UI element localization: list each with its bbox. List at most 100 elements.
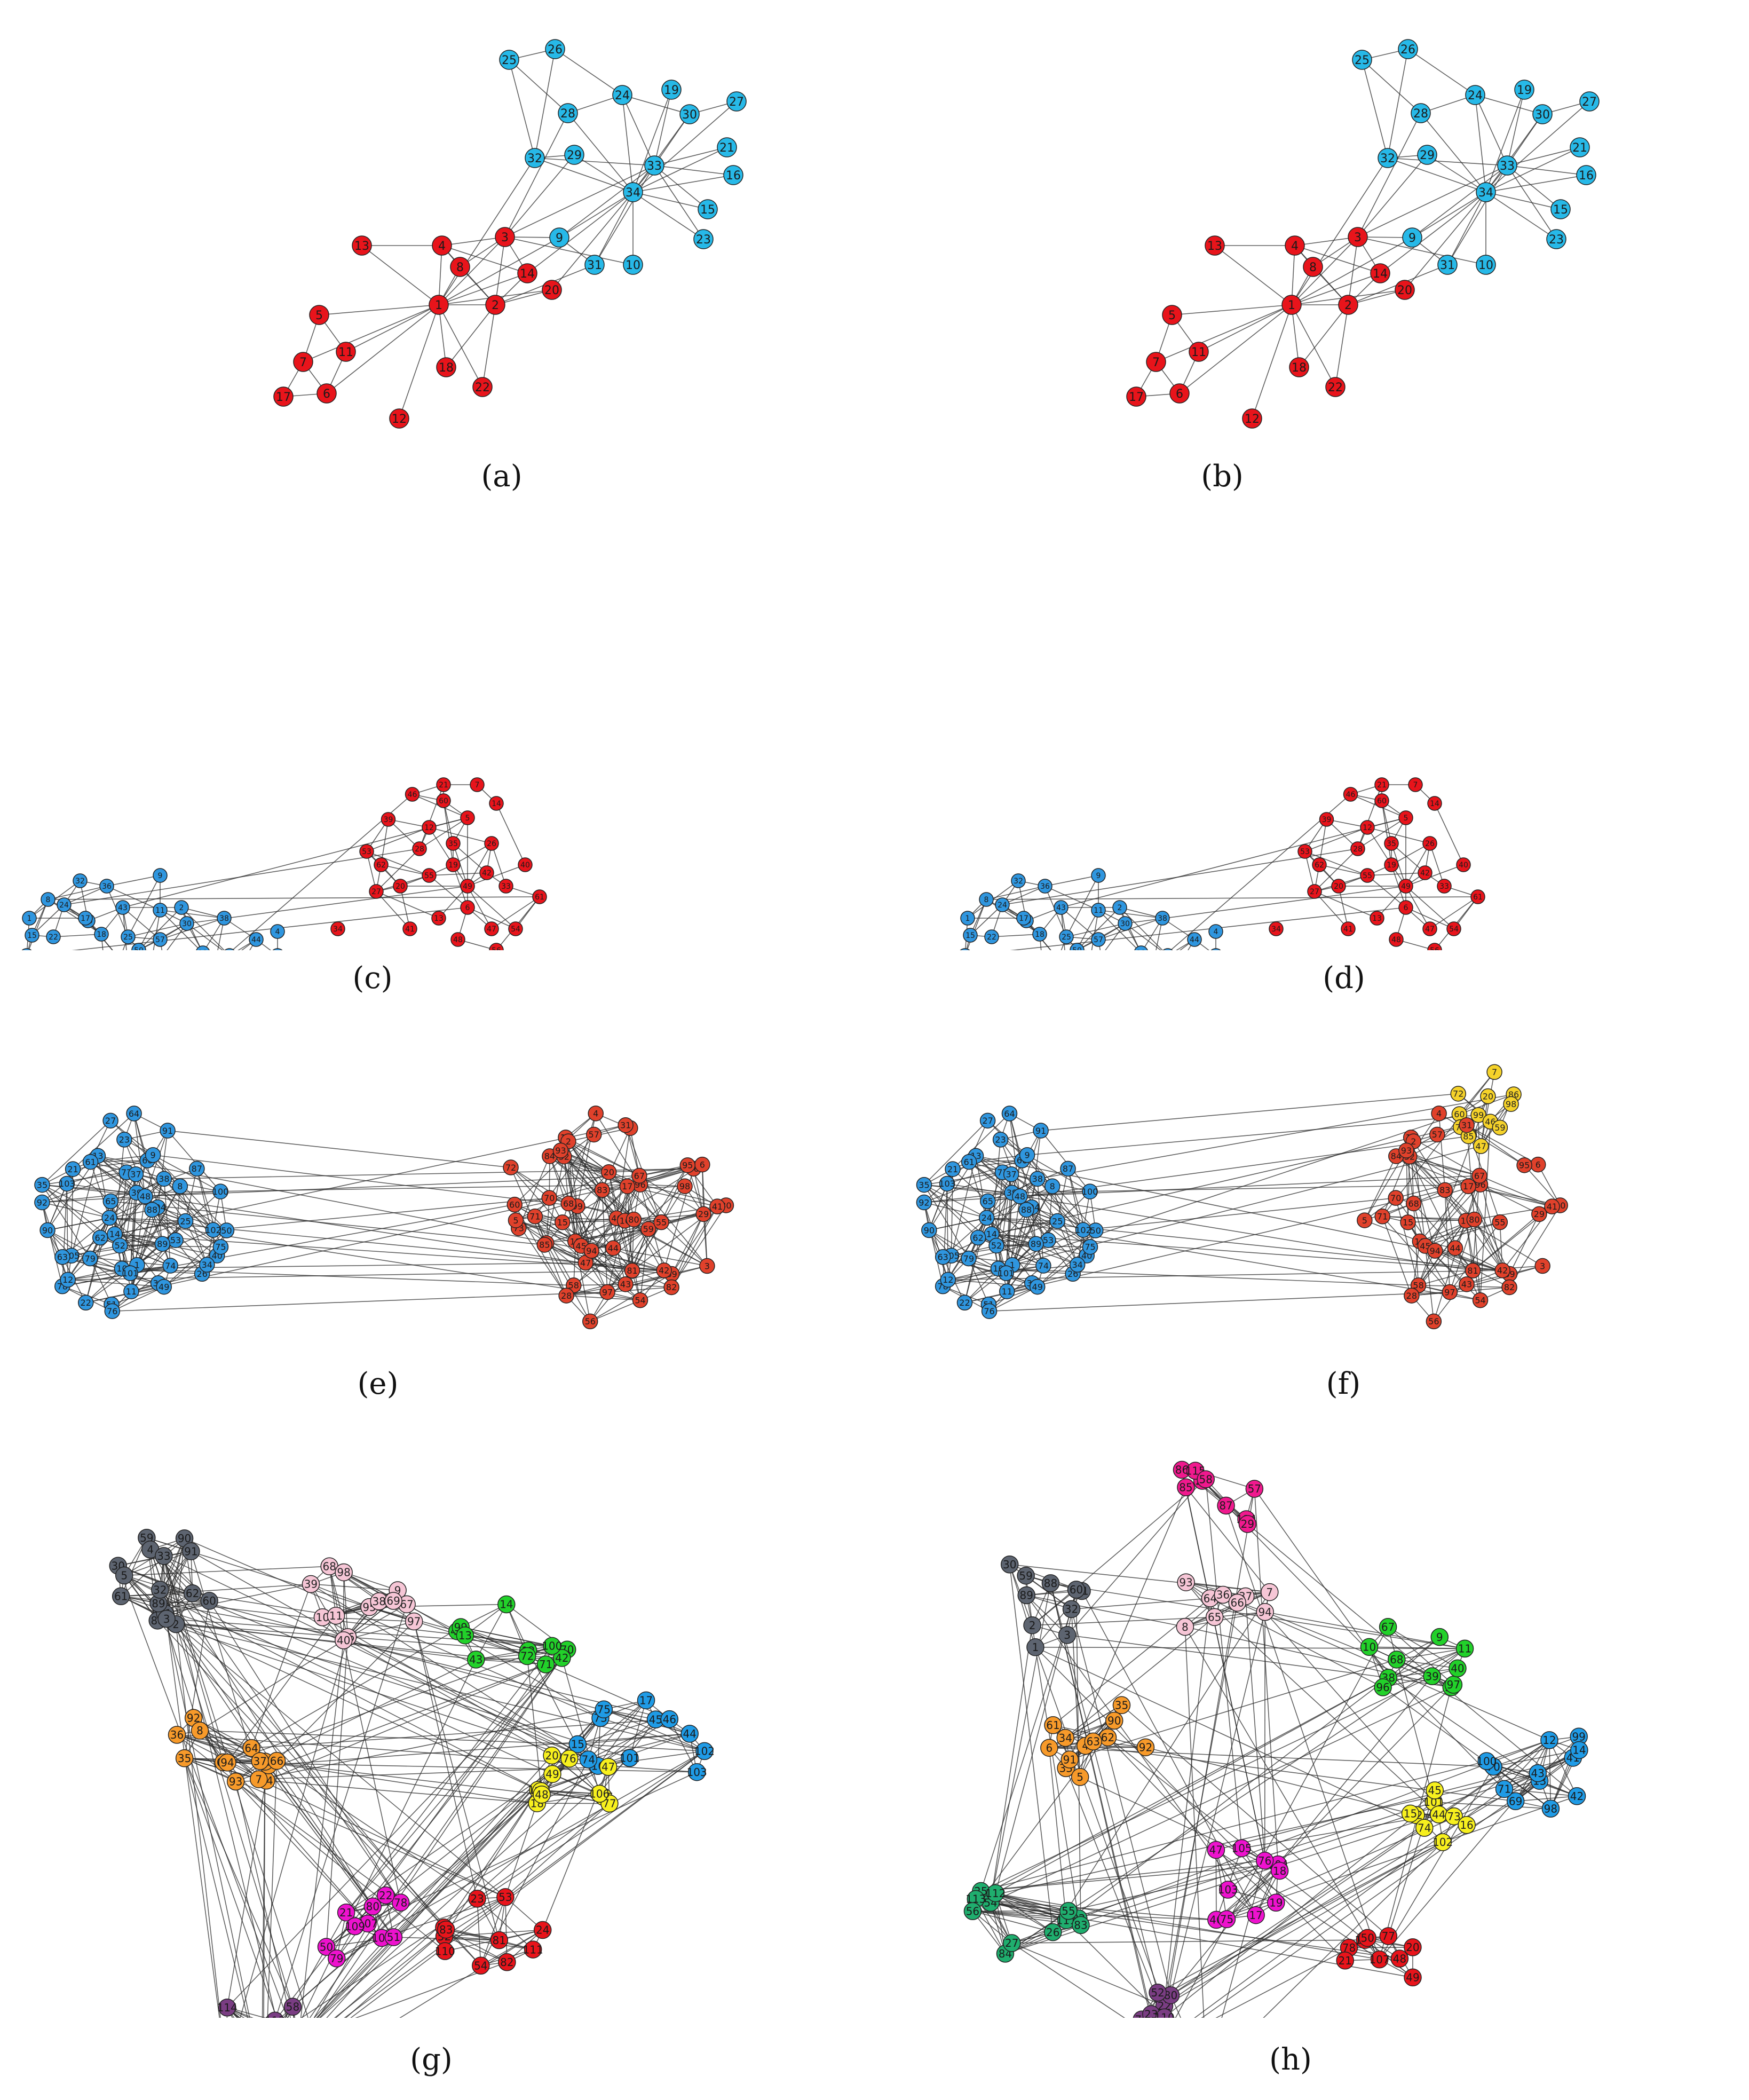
node-circle — [34, 1194, 50, 1211]
node: 45 — [1426, 1781, 1444, 1799]
node-label: 62 — [1315, 861, 1324, 870]
node-label: 14 — [1373, 267, 1388, 281]
node-circle — [939, 1175, 955, 1192]
node-circle — [1038, 879, 1052, 894]
node: 87 — [189, 1160, 205, 1177]
node: 35 — [175, 1749, 194, 1767]
edge — [128, 875, 161, 937]
node-label: 61 — [963, 1157, 974, 1167]
node: 93 — [1398, 1142, 1414, 1159]
node-label: 14 — [986, 1229, 997, 1240]
node: 71 — [527, 1209, 543, 1225]
node-label: 2 — [1411, 1136, 1416, 1147]
edge — [100, 1237, 171, 1266]
edge — [223, 1762, 697, 1773]
edge — [1221, 1860, 1265, 2018]
node-circle — [545, 39, 565, 59]
node-label: 4 — [593, 1109, 598, 1119]
edge — [465, 1635, 552, 1647]
node: 8 — [450, 257, 470, 277]
node: 37 — [1003, 1166, 1019, 1182]
node: 76 — [981, 1303, 998, 1319]
edge — [1044, 886, 1099, 911]
node-circle — [1312, 857, 1327, 872]
edge — [654, 165, 708, 210]
edge — [200, 1730, 252, 1749]
node-label: 85 — [539, 1240, 550, 1250]
node: 47 — [577, 1254, 593, 1271]
node-circle — [533, 1786, 551, 1804]
edge — [251, 1627, 461, 1749]
edge — [966, 899, 987, 950]
node-label: 23 — [1136, 949, 1146, 950]
node-label: 70 — [1390, 1193, 1401, 1203]
node-label: 16 — [1460, 1819, 1473, 1831]
node-circle — [1423, 1667, 1441, 1685]
node-circle — [450, 932, 465, 947]
node: 63 — [935, 1249, 951, 1265]
node: 23 — [116, 1132, 132, 1148]
edge — [980, 1609, 1072, 1891]
node-label: 103 — [59, 1179, 75, 1189]
node-circle — [273, 386, 294, 407]
edge — [67, 1183, 632, 1271]
node-label: 84 — [1391, 1151, 1402, 1162]
node-label: 71 — [529, 1212, 540, 1222]
node: 75 — [1217, 1910, 1236, 1929]
edge — [260, 1760, 537, 1804]
node-circle — [1017, 1566, 1035, 1585]
node-circle — [1388, 1190, 1404, 1206]
node-circle — [1210, 948, 1221, 950]
node-label: 66 — [1230, 1597, 1244, 1609]
node: 23 — [468, 1890, 486, 1908]
node-circle — [623, 255, 643, 275]
edge — [1485, 192, 1557, 240]
node-label: 43 — [620, 1280, 631, 1290]
node-circle — [327, 1606, 345, 1625]
node-label: 40 — [1451, 1662, 1464, 1675]
node: 76 — [560, 1749, 579, 1768]
node-label: 23 — [995, 1135, 1006, 1145]
node: 89 — [154, 1236, 171, 1252]
node-label: 11 — [1094, 906, 1103, 915]
edge — [1098, 910, 1139, 950]
edge — [516, 1220, 576, 1242]
edge — [326, 1637, 349, 1947]
node-label: 100 — [1476, 1755, 1497, 1767]
edge — [1438, 1113, 1446, 1190]
edge — [209, 1600, 401, 1903]
node-circle — [1012, 1188, 1028, 1204]
node-circle — [709, 1198, 725, 1214]
node: 56 — [1427, 943, 1442, 950]
node-label: 8 — [456, 261, 464, 274]
edge — [184, 1538, 601, 1719]
node: 37 — [251, 1752, 269, 1770]
node-label: 11 — [126, 1286, 137, 1297]
node: 72 — [518, 1647, 536, 1665]
node: 44 — [1430, 1805, 1448, 1823]
edge — [1265, 1611, 1465, 1649]
node: 7 — [1486, 1064, 1502, 1080]
node: 8 — [1176, 1617, 1194, 1636]
node-label: 20 — [545, 1749, 558, 1762]
edge — [47, 1209, 153, 1231]
graph-h: 1305988231608933261904336291534639263564… — [963, 1460, 1588, 2018]
node-circle — [963, 928, 978, 943]
node-label: 40 — [337, 1634, 350, 1647]
node: 11 — [336, 342, 356, 362]
node-label: 90 — [1107, 1715, 1121, 1727]
edge — [399, 304, 439, 419]
node-label: 46 — [1346, 791, 1356, 799]
node: 91 — [182, 1542, 200, 1560]
node-circle — [446, 857, 461, 872]
node-circle — [1446, 921, 1461, 936]
node: 72 — [1450, 1086, 1466, 1102]
node-label: 68 — [1390, 1653, 1403, 1666]
node: 18 — [1270, 1861, 1289, 1880]
node-label: 109 — [345, 1920, 365, 1933]
node-label: 67 — [1474, 1171, 1485, 1181]
edge — [986, 1217, 1481, 1301]
node-circle — [65, 1161, 81, 1177]
edge — [482, 304, 496, 388]
node: 112 — [985, 1884, 1006, 1902]
